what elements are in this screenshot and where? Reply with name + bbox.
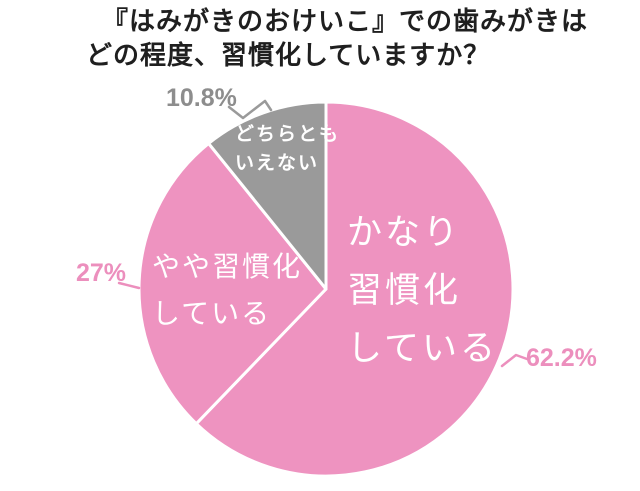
leader-line-kanari [500, 353, 529, 368]
slice-label-yaya-line1: やや習慣化 [152, 251, 303, 282]
chart-title-line1: 『はみがきのおけいこ』での歯みがきは [102, 6, 589, 36]
leader-line-dochira [227, 99, 273, 120]
slice-label-kanari: かなり 習慣化 している [347, 204, 498, 378]
slice-label-dochira-line2: いえない [235, 153, 320, 174]
slice-label-kanari-line3: している [347, 329, 498, 368]
pie-slice-1 [137, 141, 328, 426]
pie-slice-0 [194, 100, 515, 478]
slice-label-kanari-line2: 習慣化 [347, 271, 462, 310]
slice-label-yaya: やや習慣化 している [152, 243, 302, 337]
leader-line-yaya [117, 281, 141, 290]
pct-label-yaya: 27% [76, 259, 127, 287]
pct-label-dochira: 10.8% [166, 84, 237, 112]
pct-label-kanari: 62.2% [526, 344, 597, 372]
slice-label-dochira-line1: どちらとも [235, 124, 341, 145]
chart-title-line2: どの程度、習慣化していますか？ [86, 40, 491, 70]
slice-label-yaya-line2: している [152, 298, 272, 329]
slice-label-kanari-line1: かなり [347, 213, 462, 252]
slice-label-dochira: どちらとも いえない [235, 120, 340, 178]
pie-slice-2 [207, 100, 328, 291]
chart-title: 『はみがきのおけいこ』での歯みがきは どの程度、習慣化していますか？ [86, 4, 588, 72]
